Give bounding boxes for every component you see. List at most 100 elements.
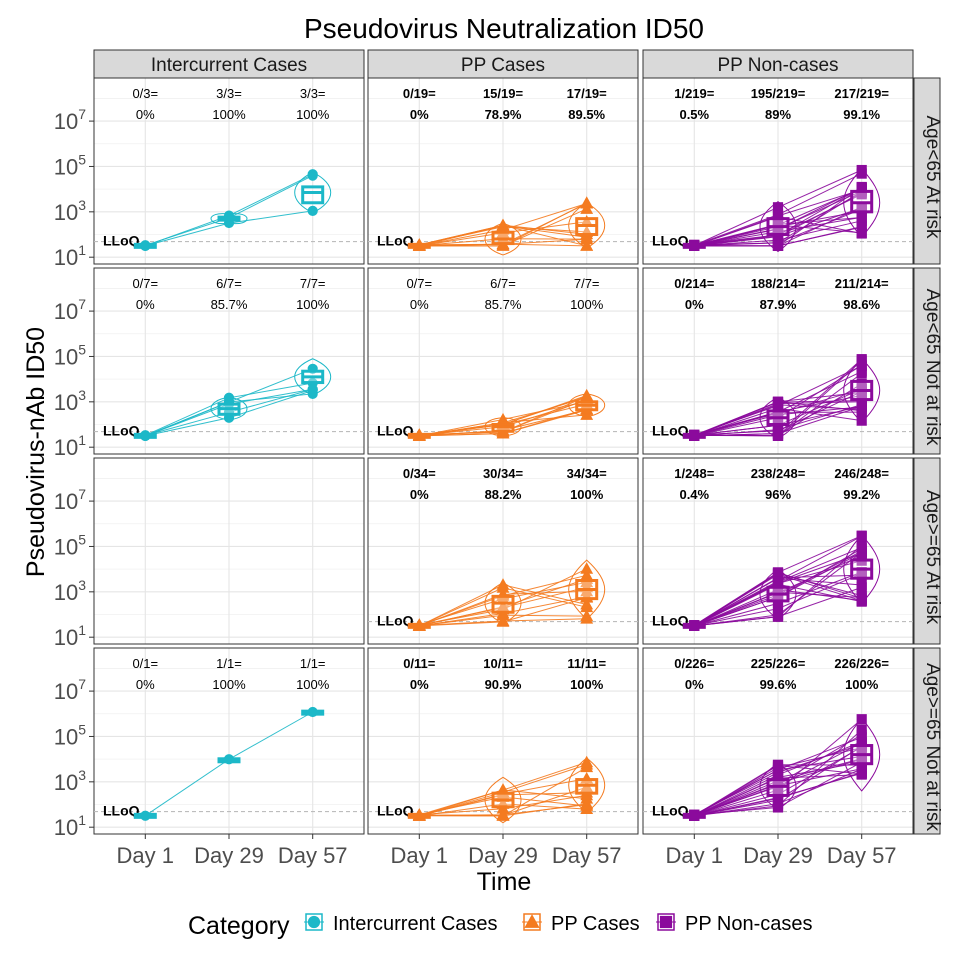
response-count: 34/34= — [567, 466, 608, 481]
panel-border — [367, 77, 639, 265]
data-point — [856, 543, 867, 554]
y-tick-label: 103 — [54, 197, 86, 225]
response-rate: 0% — [136, 107, 155, 122]
data-point — [524, 914, 540, 928]
panel-content: LLoQ 1/219= 0.5% 195/219= 89% 217/219= 99.1% — [643, 86, 913, 253]
y-tick-label: 103 — [54, 767, 86, 795]
y-tick-label: 107 — [54, 486, 86, 514]
y-tick-base: 10 — [54, 390, 78, 415]
data-point — [659, 915, 673, 929]
data-point — [496, 809, 510, 821]
x-axis-title: Time — [477, 868, 532, 896]
lloq-label: LLoQ — [103, 233, 140, 249]
data-point — [307, 205, 318, 216]
response-count: 0/3= — [132, 86, 158, 101]
lloq-label: LLoQ — [652, 233, 689, 249]
response-count: 1/219= — [674, 86, 715, 101]
column-strip: PP Cases — [367, 49, 639, 79]
response-count: 11/11= — [567, 656, 606, 671]
data-point — [580, 562, 594, 574]
response-count: 211/214= — [835, 276, 889, 291]
response-count: 0/214= — [674, 276, 715, 291]
y-tick-base: 10 — [54, 109, 78, 134]
data-point — [496, 614, 510, 626]
response-rate: 89% — [765, 107, 791, 122]
response-rate: 0.4% — [679, 487, 709, 502]
response-count: 225/226= — [751, 656, 806, 671]
y-tick-base: 10 — [54, 489, 78, 514]
data-point — [772, 430, 784, 441]
lloq-label: LLoQ — [652, 803, 689, 819]
panel-frame — [93, 457, 365, 645]
y-axis-title: Pseudovirus-nAb ID50 — [22, 327, 50, 577]
y-tick-exponent: 5 — [78, 341, 86, 357]
lloq-label: LLoQ — [103, 423, 140, 439]
response-count: 0/1= — [132, 656, 158, 671]
response-count: 246/248= — [834, 466, 889, 481]
panel-border — [642, 457, 914, 645]
panels: Intercurrent Cases PP Cases PP Non-cases Ag… — [54, 49, 943, 868]
row-strip-bg — [913, 77, 941, 265]
response-count: 217/219= — [834, 86, 889, 101]
response-rate: 99.2% — [843, 487, 880, 502]
y-tick-label: 103 — [54, 577, 86, 605]
data-point — [307, 170, 318, 181]
row-strip-label: Age>=65 Not at risk — [922, 663, 943, 831]
data-point — [580, 196, 594, 208]
y-tick-exponent: 1 — [78, 622, 86, 638]
violin-outline — [484, 776, 522, 824]
data-point — [856, 396, 867, 407]
response-count: 0/7= — [406, 276, 432, 291]
lloq-label: LLoQ — [652, 423, 689, 439]
response-rate: 99.1% — [843, 107, 880, 122]
y-tick-label: 101 — [54, 432, 86, 460]
legend-title: Category — [188, 912, 290, 940]
x-tick-label: Day 1 — [666, 843, 723, 868]
legend-item: PP Non-cases — [656, 913, 812, 935]
x-tick-label: Day 29 — [743, 843, 813, 868]
x-tick-label: Day 1 — [117, 843, 174, 868]
legend: Category Intercurrent Cases PP Cases PP Non… — [188, 912, 812, 940]
row-strip-label: Age<65 Not at risk — [922, 289, 943, 446]
x-tick-label: Day 57 — [278, 843, 348, 868]
panel-border — [93, 457, 365, 645]
data-point — [580, 612, 594, 624]
response-rate: 100% — [296, 107, 330, 122]
response-rate: 100% — [845, 677, 879, 692]
panel-content: LLoQ 0/34= 0% 30/34= 88.2% 34/34= 100% — [368, 466, 638, 631]
response-rate: 78.9% — [485, 107, 522, 122]
y-tick-base: 10 — [54, 344, 78, 369]
response-rate: 96% — [765, 487, 791, 502]
y-tick-exponent: 3 — [78, 767, 86, 783]
legend-item: Intercurrent Cases — [304, 913, 498, 935]
y-tick-label: 101 — [54, 622, 86, 650]
y-tick-base: 10 — [54, 625, 78, 650]
response-count: 0/226= — [674, 656, 715, 671]
column-strip-label: Intercurrent Cases — [151, 55, 307, 76]
response-rate: 98.6% — [843, 297, 880, 312]
response-rate: 87.9% — [760, 297, 797, 312]
y-tick-exponent: 1 — [78, 242, 86, 258]
row-strip-bg — [913, 457, 941, 645]
data-point — [856, 724, 867, 735]
column-strip-bg — [93, 49, 365, 79]
response-rate: 85.7% — [485, 297, 522, 312]
legend-key-box — [523, 913, 541, 931]
data-point — [772, 759, 784, 770]
panel-border — [93, 77, 365, 265]
panel-content: LLoQ 0/214= 0% 188/214= 87.9% 211/214= 98.6% — [643, 276, 913, 441]
y-tick-label: 105 — [54, 531, 86, 559]
data-point — [496, 426, 510, 439]
y-tick-label: 107 — [54, 296, 86, 324]
column-strip: PP Non-cases — [642, 49, 914, 79]
y-tick-base: 10 — [54, 534, 78, 559]
response-count: 0/34= — [403, 466, 436, 481]
y-tick-exponent: 3 — [78, 387, 86, 403]
panel-border — [367, 267, 639, 455]
box — [301, 185, 325, 205]
response-count: 7/7= — [300, 276, 326, 291]
data-point — [580, 799, 594, 811]
data-point — [496, 578, 510, 590]
response-rate: 0% — [136, 677, 155, 692]
response-count: 30/34= — [483, 466, 524, 481]
